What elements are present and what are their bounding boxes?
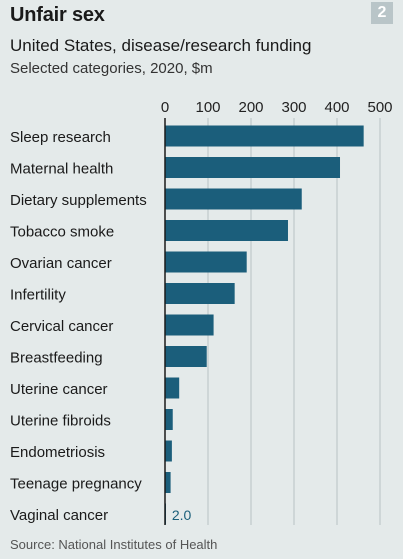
bar [165,472,171,493]
x-tick-label: 500 [367,99,392,116]
chart-units-note: Selected categories, 2020, $m [10,60,213,77]
category-label: Infertility [10,287,66,304]
category-label: Sleep research [10,129,111,146]
category-label: Endometriosis [10,444,105,461]
source-note: Source: National Institutes of Health [10,537,218,552]
category-label: Ovarian cancer [10,255,112,272]
category-label: Maternal health [10,161,113,178]
x-tick-label: 200 [238,99,263,116]
category-label: Uterine fibroids [10,413,111,430]
chart-subtitle: United States, disease/research funding [10,36,312,55]
category-label: Teenage pregnancy [10,476,142,493]
data-label: 2.0 [172,507,192,523]
category-label: Uterine cancer [10,381,108,398]
category-label: Cervical cancer [10,318,113,335]
bar [165,314,214,336]
bar [165,346,207,367]
chart-number-badge: 2 [371,2,393,24]
bar [165,283,235,304]
chart-title: Unfair sex [10,4,105,26]
bar [165,409,173,430]
category-label: Dietary supplements [10,192,147,209]
category-label: Vaginal cancer [10,507,108,524]
x-tick-label: 0 [161,99,169,116]
category-label: Breastfeeding [10,350,103,367]
bar [165,377,180,399]
bar [165,157,341,178]
bar [165,188,302,210]
bar [165,251,247,273]
bar [165,440,172,462]
x-tick-label: 400 [324,99,349,116]
bar [165,125,364,147]
x-tick-label: 300 [281,99,306,116]
category-label: Tobacco smoke [10,224,114,241]
bar [165,220,288,241]
x-tick-label: 100 [195,99,220,116]
